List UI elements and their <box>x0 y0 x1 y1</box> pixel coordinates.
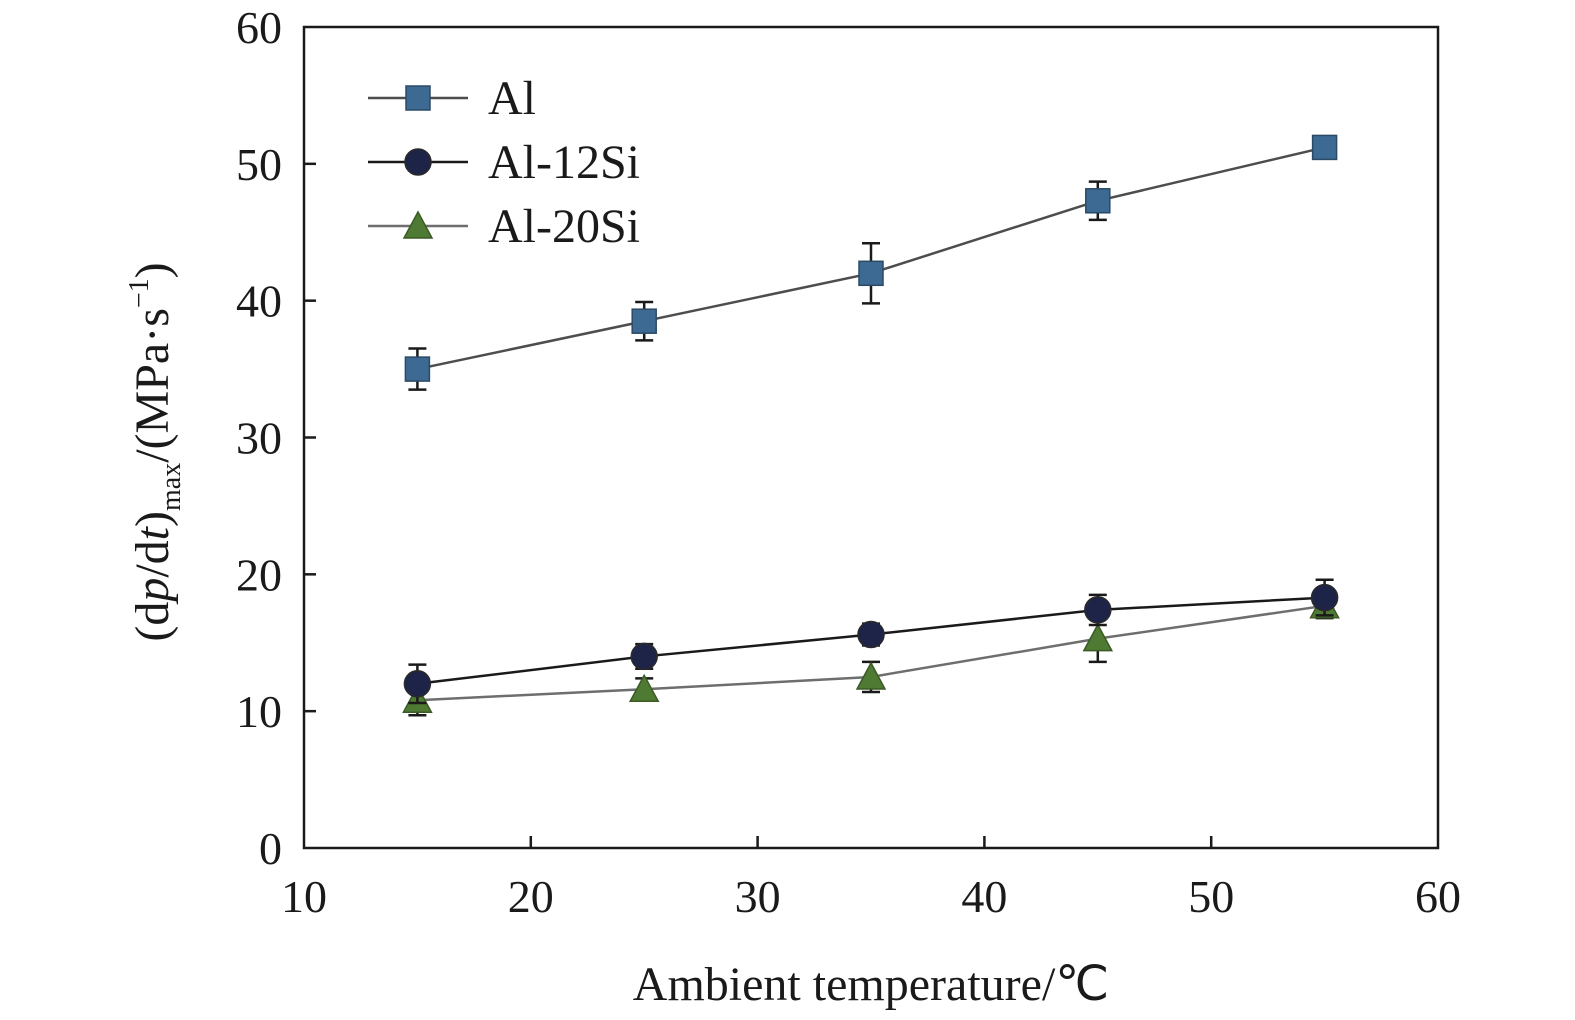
y-tick-label: 30 <box>236 413 282 464</box>
y-tick-label: 20 <box>236 549 282 600</box>
y-axis-title-superscript: −1 <box>124 278 155 308</box>
legend: Al Al-12Si Al-20Si <box>368 72 640 253</box>
legend-label: Al <box>488 72 536 125</box>
legend-label: Al-20Si <box>488 200 640 253</box>
y-axis-title-part: /(MPa·s <box>126 308 179 463</box>
data-point <box>631 308 657 334</box>
y-axis-title-part: /d <box>126 540 179 577</box>
legend-marker <box>402 210 434 239</box>
data-point <box>1085 188 1111 214</box>
x-tick-label: 50 <box>1188 871 1234 922</box>
data-point <box>630 642 658 671</box>
data-point <box>628 673 660 703</box>
y-tick-label: 50 <box>236 139 282 190</box>
x-tick-label: 30 <box>735 871 781 922</box>
legend-marker <box>404 148 432 176</box>
y-axis-title-subscript: max <box>156 463 187 511</box>
series-al <box>404 134 1338 391</box>
x-axis-title: Ambient temperature/℃ <box>633 958 1109 1011</box>
data-point <box>403 670 432 698</box>
plot-frame <box>302 25 1440 850</box>
legend-marker <box>405 85 431 111</box>
series-al-12si <box>403 578 1339 705</box>
y-axis: 0 10 20 30 40 50 60 <box>236 2 316 874</box>
series-al-20si <box>402 590 1340 717</box>
y-tick-label: 10 <box>236 686 282 737</box>
y-tick-label: 40 <box>236 276 282 327</box>
data-point <box>1082 623 1114 652</box>
y-axis-title-part: ) <box>126 511 179 527</box>
data-point <box>855 661 887 690</box>
x-tick-label: 20 <box>508 871 554 922</box>
y-tick-label: 60 <box>236 2 282 53</box>
x-tick-label: 60 <box>1415 871 1461 922</box>
data-point <box>1310 583 1339 612</box>
data-point <box>858 260 884 287</box>
legend-label: Al-12Si <box>488 136 640 189</box>
data-point <box>404 356 431 382</box>
x-axis: 10 20 30 40 50 60 <box>281 836 1461 922</box>
y-axis-title-part: ) <box>126 262 179 278</box>
x-tick-label: 10 <box>281 871 327 922</box>
x-tick-label: 40 <box>961 871 1007 922</box>
y-axis-title-part-italic: p <box>126 578 179 605</box>
data-point <box>857 620 885 649</box>
y-tick-label: 0 <box>259 823 282 874</box>
series-layer <box>402 134 1340 717</box>
y-axis-title-part-italic: t <box>126 525 179 540</box>
y-axis-title-part: (d <box>126 602 179 642</box>
data-point <box>1311 134 1338 161</box>
data-point <box>1084 596 1112 624</box>
y-axis-title: (dp/dt)max/(MPa·s−1) <box>124 262 187 641</box>
